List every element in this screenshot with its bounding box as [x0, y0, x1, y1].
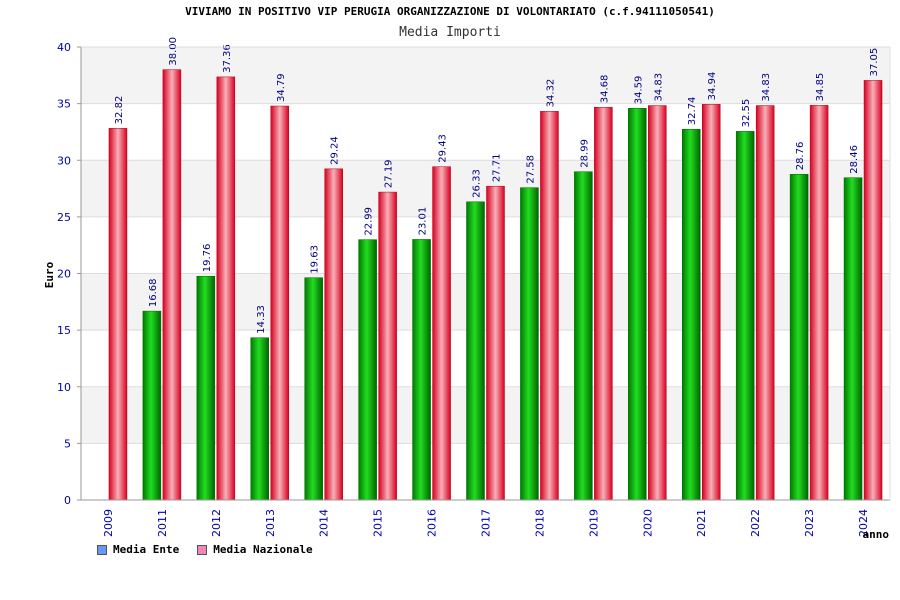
x-tick-label: 2017 [480, 509, 493, 537]
chart-title: VIVIAMO IN POSITIVO VIP PERUGIA ORGANIZZ… [185, 5, 715, 18]
grid-band [81, 47, 890, 104]
x-tick-label: 2016 [426, 509, 439, 537]
data-label: 29.43 [438, 134, 449, 163]
bar-media-ente-2015 [358, 239, 377, 501]
y-tick-label: 10 [57, 381, 71, 394]
bar-media-ente-2017 [466, 201, 485, 501]
bar-media-nazionale-2024 [863, 80, 883, 501]
bar-media-nazionale-2019 [594, 106, 613, 501]
bar-media-nazionale-2014 [324, 168, 343, 501]
data-label: 34.59 [633, 76, 644, 105]
data-label: 34.83 [653, 73, 664, 102]
data-label: 34.68 [599, 75, 610, 104]
x-tick-label: 2019 [587, 509, 600, 537]
bar-media-ente-2013 [250, 337, 270, 501]
bar-media-nazionale-2009 [108, 128, 128, 501]
bar-media-ente-2016 [412, 239, 431, 501]
data-label: 22.99 [364, 207, 375, 236]
x-tick-label: 2014 [318, 509, 331, 537]
y-tick-label: 5 [64, 437, 71, 450]
chart-subtitle: Media Importi [399, 25, 501, 40]
data-label: 28.46 [849, 145, 860, 174]
bar-media-nazionale-2021 [701, 104, 721, 501]
x-tick-label: 2013 [264, 509, 277, 537]
legend-swatch-media-ente [97, 544, 107, 555]
bar-media-ente-2024 [843, 177, 863, 501]
x-tick-label: 2021 [695, 509, 708, 537]
bar-media-nazionale-2020 [648, 105, 667, 501]
y-tick-label: 30 [57, 154, 71, 167]
data-label: 28.76 [795, 142, 806, 171]
legend-label-media-ente: Media Ente [113, 543, 180, 556]
bar-media-ente-2014 [304, 277, 323, 501]
y-tick-label: 0 [64, 494, 71, 507]
data-label: 32.55 [741, 99, 752, 128]
data-label: 32.74 [687, 97, 698, 126]
bar-media-ente-2021 [681, 128, 701, 501]
data-label: 14.33 [256, 305, 267, 334]
data-label: 38.00 [168, 37, 179, 66]
bar-media-nazionale-2015 [378, 191, 397, 501]
bar-media-ente-2018 [520, 187, 539, 501]
data-label: 27.19 [384, 159, 395, 188]
x-tick-label: 2022 [749, 509, 762, 537]
y-tick-label: 35 [57, 98, 71, 111]
x-tick-label: 2024 [857, 509, 870, 537]
x-tick-label: 2018 [533, 509, 546, 537]
x-tick-label: 2020 [641, 509, 654, 537]
data-label: 32.82 [114, 96, 125, 125]
x-tick-label: 2009 [102, 509, 115, 537]
data-label: 27.71 [492, 154, 503, 183]
data-label: 34.85 [815, 73, 826, 102]
data-label: 34.94 [707, 72, 718, 101]
grid-band [81, 160, 890, 217]
legend-item-media-nazionale: Media Nazionale [197, 543, 313, 556]
bar-media-ente-2022 [735, 131, 755, 501]
bar-media-nazionale-2017 [486, 185, 505, 501]
grid-band [81, 273, 890, 331]
bar-media-nazionale-2012 [216, 76, 236, 501]
bar-media-nazionale-2018 [540, 111, 559, 501]
legend-swatch-media-nazionale [197, 544, 208, 555]
bar-media-nazionale-2016 [432, 166, 451, 501]
data-label: 37.36 [222, 44, 233, 73]
grid-band [81, 386, 890, 444]
x-tick-label: 2012 [210, 509, 223, 537]
bar-media-ente-2012 [196, 275, 216, 501]
x-axis-label: anno [863, 528, 890, 541]
data-label: 23.01 [418, 207, 429, 236]
bar-media-nazionale-2011 [162, 69, 182, 501]
data-label: 16.68 [148, 278, 159, 307]
data-label: 28.99 [579, 139, 590, 168]
data-label: 27.58 [525, 155, 536, 184]
x-tick-label: 2015 [372, 509, 385, 537]
y-tick-label: 15 [57, 324, 71, 337]
bar-media-ente-2019 [574, 171, 593, 501]
data-label: 34.32 [545, 79, 556, 108]
data-label: 34.79 [276, 73, 287, 102]
chart-legend: Media Ente Media Nazionale [97, 543, 313, 556]
bar-media-ente-2011 [142, 310, 162, 501]
bar-media-ente-2023 [789, 174, 809, 501]
legend-label-media-nazionale: Media Nazionale [213, 543, 313, 556]
bar-media-nazionale-2013 [270, 105, 290, 501]
bar-media-nazionale-2022 [755, 105, 775, 501]
bar-media-ente-2020 [628, 108, 647, 501]
x-tick-label: 2011 [156, 509, 169, 537]
data-label: 19.76 [202, 244, 213, 273]
data-label: 19.63 [310, 245, 321, 274]
data-label: 34.83 [761, 73, 772, 102]
bar-media-nazionale-2023 [809, 105, 829, 501]
legend-item-media-ente: Media Ente [97, 543, 179, 556]
data-label: 29.24 [330, 136, 341, 165]
y-tick-label: 40 [57, 41, 71, 54]
data-label: 37.05 [869, 48, 880, 77]
y-tick-label: 25 [57, 211, 71, 224]
y-axis-label: Euro [43, 261, 56, 288]
x-tick-label: 2023 [803, 509, 816, 537]
data-label: 26.33 [472, 169, 483, 198]
y-tick-label: 20 [57, 268, 71, 281]
